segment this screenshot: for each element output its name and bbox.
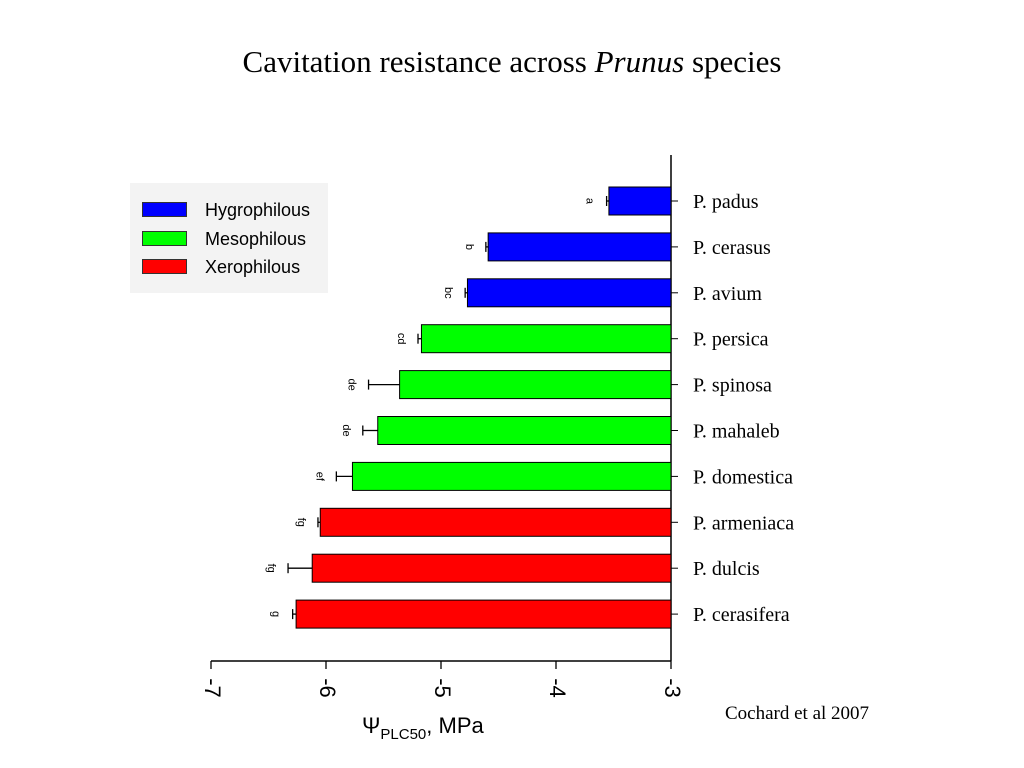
title-prefix: Cavitation resistance across [242, 44, 587, 79]
x-tick-label-1: -6 [315, 678, 340, 698]
legend-label-xerophilous: Xerophilous [205, 257, 301, 277]
bar-p-cerasifera [295, 599, 672, 629]
category-label-p-mahaleb: P. mahaleb [693, 421, 780, 443]
bar-p-dulcis [311, 553, 672, 583]
x-axis-title: ΨPLC50, MPa [362, 713, 484, 743]
title-genus: Prunus [594, 44, 685, 79]
title-suffix: species [691, 44, 782, 79]
citation-credit: Cochard et al 2007 [725, 703, 870, 724]
legend-swatch-xerophilous [142, 259, 187, 274]
significance-letter-p-cerasifera: g [270, 611, 282, 617]
bar-p-domestica [351, 461, 672, 491]
chart-legend: Hygrophilous Mesophilous Xerophilous [130, 183, 328, 293]
category-label-p-armeniaca: P. armeniaca [693, 512, 794, 534]
category-label-p-dulcis: P. dulcis [693, 558, 760, 580]
significance-letter-p-domestica: ef [313, 472, 325, 482]
significance-letter-p-persica: cd [395, 333, 407, 345]
category-label-p-persica: P. persica [693, 329, 769, 351]
significance-letter-p-dulcis: fg [265, 564, 277, 573]
bar-p-armeniaca [319, 507, 672, 537]
significance-letter-p-padus: a [584, 198, 596, 205]
legend-swatch-mesophilous [142, 231, 187, 246]
bar-p-mahaleb [377, 416, 672, 445]
category-label-p-padus: P. padus [693, 191, 759, 213]
legend-label-hygrophilous: Hygrophilous [205, 200, 311, 220]
significance-letter-p-spinosa: de [346, 378, 358, 390]
x-tick-label-4: -3 [660, 678, 685, 698]
bar-p-padus [608, 186, 672, 216]
category-label-p-cerasus: P. cerasus [693, 237, 771, 259]
legend-swatch-hygrophilous [142, 202, 187, 217]
slide-title: Cavitation resistance across Prunus spec… [0, 44, 1024, 80]
bar-p-spinosa [399, 370, 672, 400]
x-tick-label-0: -7 [200, 678, 225, 698]
significance-letter-p-mahaleb: de [340, 424, 352, 436]
x-tick-label-3: -4 [545, 678, 570, 698]
significance-letter-p-cerasus: b [463, 244, 475, 250]
bar-p-persica [420, 324, 672, 354]
category-label-p-cerasifera: P. cerasifera [693, 604, 790, 626]
bar-p-avium [466, 278, 672, 308]
significance-letter-p-avium: bc [442, 287, 454, 299]
category-label-p-domestica: P. domestica [693, 466, 793, 488]
x-tick-label-2: -5 [430, 678, 455, 698]
category-label-p-avium: P. avium [693, 283, 762, 305]
significance-letter-p-armeniaca: fg [295, 518, 307, 527]
bar-p-cerasus [487, 232, 672, 262]
legend-label-mesophilous: Mesophilous [205, 229, 307, 249]
category-label-p-spinosa: P. spinosa [693, 375, 772, 397]
